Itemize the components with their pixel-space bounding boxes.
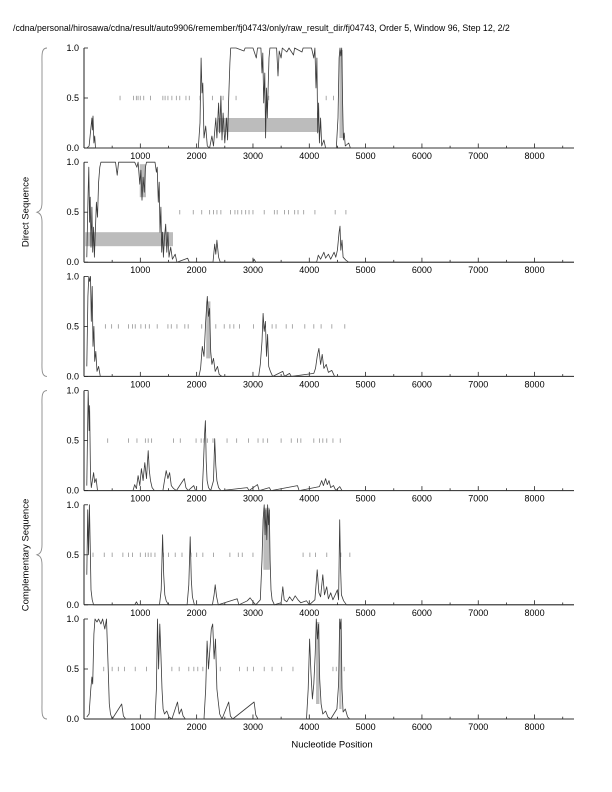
x-tick-label: 1000 [130, 608, 150, 618]
y-tick-label: 1.0 [66, 614, 79, 624]
x-tick-label: 7000 [468, 494, 488, 504]
x-tick-label: 7000 [468, 722, 488, 732]
trace-line [86, 618, 574, 720]
x-tick-label: 4000 [299, 722, 319, 732]
y-tick-label: 1.0 [66, 500, 79, 510]
x-tick-label: 6000 [412, 608, 432, 618]
x-tick-label: 8000 [525, 494, 545, 504]
x-tick-label: 1000 [130, 722, 150, 732]
x-tick-label: 6000 [412, 379, 432, 389]
highlight-bar [206, 301, 211, 359]
x-tick-label: 5000 [356, 608, 376, 618]
y-tick-label: 1.0 [66, 386, 79, 396]
x-tick-label: 8000 [525, 151, 545, 161]
sequence-panel-2: 1000 2000 3000 4000 5000 6000 7000 8000 0.0 0.5 1.… [66, 157, 574, 275]
x-tick-label: 5000 [356, 722, 376, 732]
highlight-bar [218, 118, 319, 132]
x-tick-label: 8000 [525, 265, 545, 275]
trace-line [86, 47, 574, 149]
x-tick-label: 3000 [243, 608, 263, 618]
x-tick-label: 5000 [356, 151, 376, 161]
trace-line [86, 161, 574, 263]
x-tick-label: 4000 [299, 379, 319, 389]
trace-line [86, 275, 574, 377]
x-tick-label: 1000 [130, 265, 150, 275]
sequence-panel-3: 1000 2000 3000 4000 5000 6000 7000 8000 0.0 0.5 1.… [66, 271, 574, 389]
complementary-sequence-brace [35, 390, 48, 720]
complementary-sequence-group-label: Complementary Sequence [20, 498, 32, 612]
x-tick-label: 8000 [525, 722, 545, 732]
y-tick-label: 0.5 [66, 93, 79, 103]
y-tick-label: 1.0 [66, 43, 79, 53]
highlight-bar [85, 232, 173, 247]
x-tick-label: 3000 [243, 265, 263, 275]
highlight-bar [316, 622, 320, 704]
y-tick-label: 0.0 [66, 143, 79, 153]
direct-sequence-group-label: Direct Sequence [20, 176, 32, 248]
x-tick-label: 4000 [299, 265, 319, 275]
x-tick-label: 6000 [412, 494, 432, 504]
report-title-path: /cdna/personal/hirosawa/cdna/result/auto… [13, 23, 510, 33]
x-tick-label: 7000 [468, 265, 488, 275]
trace-line [86, 504, 574, 606]
y-tick-label: 1.0 [66, 271, 79, 281]
x-tick-label: 3000 [243, 151, 263, 161]
x-tick-label: 6000 [412, 151, 432, 161]
y-tick-label: 0.5 [66, 436, 79, 446]
x-tick-label: 2000 [187, 722, 207, 732]
x-tick-label: 6000 [412, 265, 432, 275]
x-tick-label: 2000 [187, 151, 207, 161]
y-tick-label: 1.0 [66, 157, 79, 167]
x-tick-label: 1000 [130, 151, 150, 161]
y-tick-label: 0.5 [66, 550, 79, 560]
x-tick-label: 3000 [243, 494, 263, 504]
x-tick-label: 1000 [130, 494, 150, 504]
x-tick-label: 1000 [130, 379, 150, 389]
x-tick-label: 3000 [243, 379, 263, 389]
x-tick-label: 5000 [356, 265, 376, 275]
x-tick-label: 2000 [187, 265, 207, 275]
x-tick-label: 7000 [468, 608, 488, 618]
x-tick-label: 4000 [299, 494, 319, 504]
x-tick-label: 8000 [525, 379, 545, 389]
y-tick-label: 0.5 [66, 321, 79, 331]
x-tick-label: 5000 [356, 379, 376, 389]
x-tick-label: 7000 [468, 151, 488, 161]
sequence-panel-5: 1000 2000 3000 4000 5000 6000 7000 8000 0.0 0.5 1.… [66, 500, 574, 618]
x-tick-label: 2000 [187, 608, 207, 618]
x-tick-label: 7000 [468, 379, 488, 389]
direct-sequence-brace [35, 47, 48, 377]
y-tick-label: 0.5 [66, 664, 79, 674]
y-tick-label: 0.0 [66, 257, 79, 267]
trace-line [86, 390, 574, 492]
x-tick-label: 2000 [187, 494, 207, 504]
y-tick-label: 0.5 [66, 207, 79, 217]
sequence-panel-1: 1000 2000 3000 4000 5000 6000 7000 8000 0.0 0.5 1.… [66, 43, 574, 161]
x-tick-label: 5000 [356, 494, 376, 504]
y-tick-label: 0.0 [66, 371, 79, 381]
highlight-bar [339, 50, 343, 138]
y-tick-label: 0.0 [66, 714, 79, 724]
y-tick-label: 0.0 [66, 486, 79, 496]
x-tick-label: 4000 [299, 608, 319, 618]
sequence-panel-4: 1000 2000 3000 4000 5000 6000 7000 8000 0.0 0.5 1.… [66, 386, 574, 504]
x-tick-label: 4000 [299, 151, 319, 161]
sequence-panel-6: 1000 2000 3000 4000 5000 6000 7000 8000 0.0 0.5 1.… [66, 614, 574, 732]
y-tick-label: 0.0 [66, 600, 79, 610]
x-axis-label: Nucleotide Position [291, 739, 373, 751]
x-tick-label: 3000 [243, 722, 263, 732]
x-tick-label: 2000 [187, 379, 207, 389]
highlight-bar [339, 622, 342, 709]
x-tick-label: 8000 [525, 608, 545, 618]
x-tick-label: 6000 [412, 722, 432, 732]
